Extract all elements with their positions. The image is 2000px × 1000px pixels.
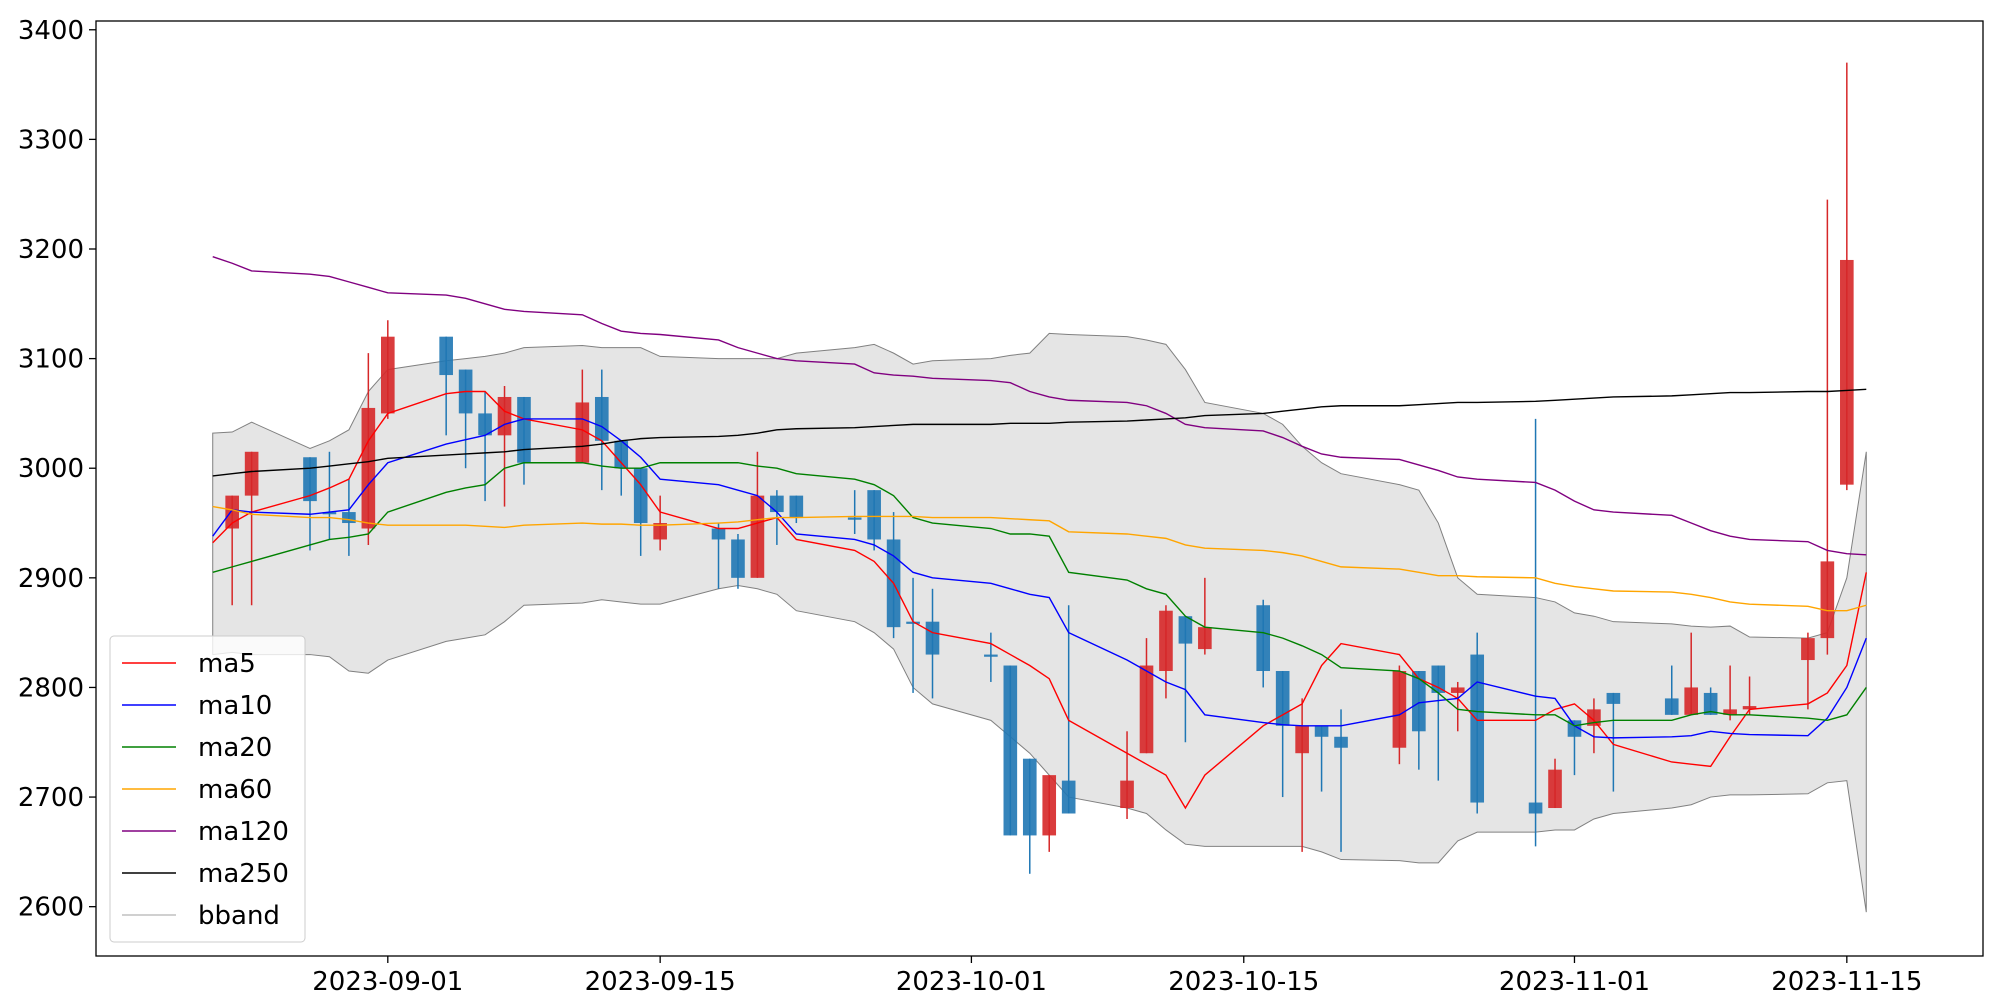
legend-label: ma5 xyxy=(198,649,256,679)
candle-body xyxy=(1703,692,1718,715)
y-tick-label: 3200 xyxy=(18,235,84,265)
candle-body xyxy=(1392,671,1407,748)
candle-body xyxy=(1022,758,1037,836)
candle-body xyxy=(1684,687,1699,715)
ma-line xyxy=(212,505,1867,612)
legend-label: ma20 xyxy=(198,733,272,763)
candle-body xyxy=(361,407,376,529)
candle-body xyxy=(770,495,784,513)
x-tick-label: 2023-11-15 xyxy=(1771,967,1922,997)
legend: ma5 ma10 ma20 ma60 ma120 ma250 bband xyxy=(109,635,306,943)
candle-body xyxy=(303,457,317,502)
candle-body xyxy=(1412,671,1426,732)
x-tick-label: 2023-10-01 xyxy=(896,967,1047,997)
y-tick-label: 3300 xyxy=(18,125,84,155)
candle-body xyxy=(1198,627,1212,650)
legend-label: ma10 xyxy=(198,691,272,721)
candle-body xyxy=(439,336,453,376)
candle-body xyxy=(1664,698,1679,715)
x-tick-label: 2023-11-01 xyxy=(1499,967,1650,997)
ma-line xyxy=(212,388,1867,477)
candle-body xyxy=(633,468,648,524)
candle-body xyxy=(322,512,337,515)
candle-body xyxy=(1470,654,1485,803)
ma-line xyxy=(212,462,1867,727)
candle-body xyxy=(1840,259,1854,485)
y-tick-label: 3100 xyxy=(18,345,84,375)
candle-body xyxy=(1120,780,1134,809)
candle-body xyxy=(1742,706,1757,710)
candle-body xyxy=(1314,725,1329,737)
candle-body xyxy=(575,402,590,463)
legend-label: ma120 xyxy=(198,817,289,847)
y-tick-label: 2700 xyxy=(18,783,84,813)
plot-frame xyxy=(95,20,1984,957)
ma-line xyxy=(212,418,1867,739)
candle-body xyxy=(1723,709,1737,715)
candle-body xyxy=(1256,605,1271,672)
candle-body xyxy=(1061,780,1076,814)
candle-body xyxy=(1334,736,1348,748)
y-tick-label: 2600 xyxy=(18,893,84,923)
candle-body xyxy=(731,539,745,578)
y-tick-label: 3000 xyxy=(18,454,84,484)
candle-body xyxy=(1159,610,1173,672)
candle-body xyxy=(614,440,629,469)
y-tick-label: 2900 xyxy=(18,564,84,594)
candle-body xyxy=(1139,665,1154,754)
candle-body xyxy=(1801,638,1815,661)
candle-body xyxy=(867,490,881,540)
ma-line xyxy=(212,256,1867,556)
legend-label: ma250 xyxy=(198,859,289,889)
candle-body xyxy=(711,528,726,540)
candle-body xyxy=(984,654,998,657)
candle-body xyxy=(1042,775,1057,836)
bband-area xyxy=(212,332,1867,913)
candle-body xyxy=(342,512,356,524)
y-tick-label: 2800 xyxy=(18,673,84,703)
candle-body xyxy=(1450,687,1465,693)
candle-body xyxy=(1003,665,1018,836)
legend-label: ma60 xyxy=(198,775,272,805)
x-tick-label: 2023-10-15 xyxy=(1168,967,1319,997)
candle-body xyxy=(594,396,609,441)
candle-body xyxy=(1275,671,1290,726)
candle-body xyxy=(225,495,239,529)
candle-body xyxy=(1178,616,1193,644)
candle-body xyxy=(925,621,940,655)
candle-body xyxy=(478,413,492,436)
candle-body xyxy=(380,336,395,414)
candle-body xyxy=(847,517,862,520)
candle-body xyxy=(653,523,667,540)
candle-body xyxy=(1528,802,1543,814)
legend-label: bband xyxy=(198,901,280,931)
candle-body xyxy=(1548,769,1562,809)
candle-body xyxy=(1820,561,1835,639)
candle-body xyxy=(517,396,531,463)
candle-body xyxy=(750,495,765,578)
candle-body xyxy=(1606,692,1621,704)
candle-body xyxy=(244,451,259,496)
x-tick-label: 2023-09-01 xyxy=(312,967,463,997)
candle-body xyxy=(906,621,920,624)
y-tick-label: 3400 xyxy=(18,16,84,46)
candle-body xyxy=(1295,725,1309,754)
candle-body xyxy=(497,396,512,436)
x-tick-label: 2023-09-15 xyxy=(585,967,736,997)
legend-box xyxy=(109,635,306,943)
ma-line xyxy=(212,390,1867,810)
candle-body xyxy=(789,495,804,518)
